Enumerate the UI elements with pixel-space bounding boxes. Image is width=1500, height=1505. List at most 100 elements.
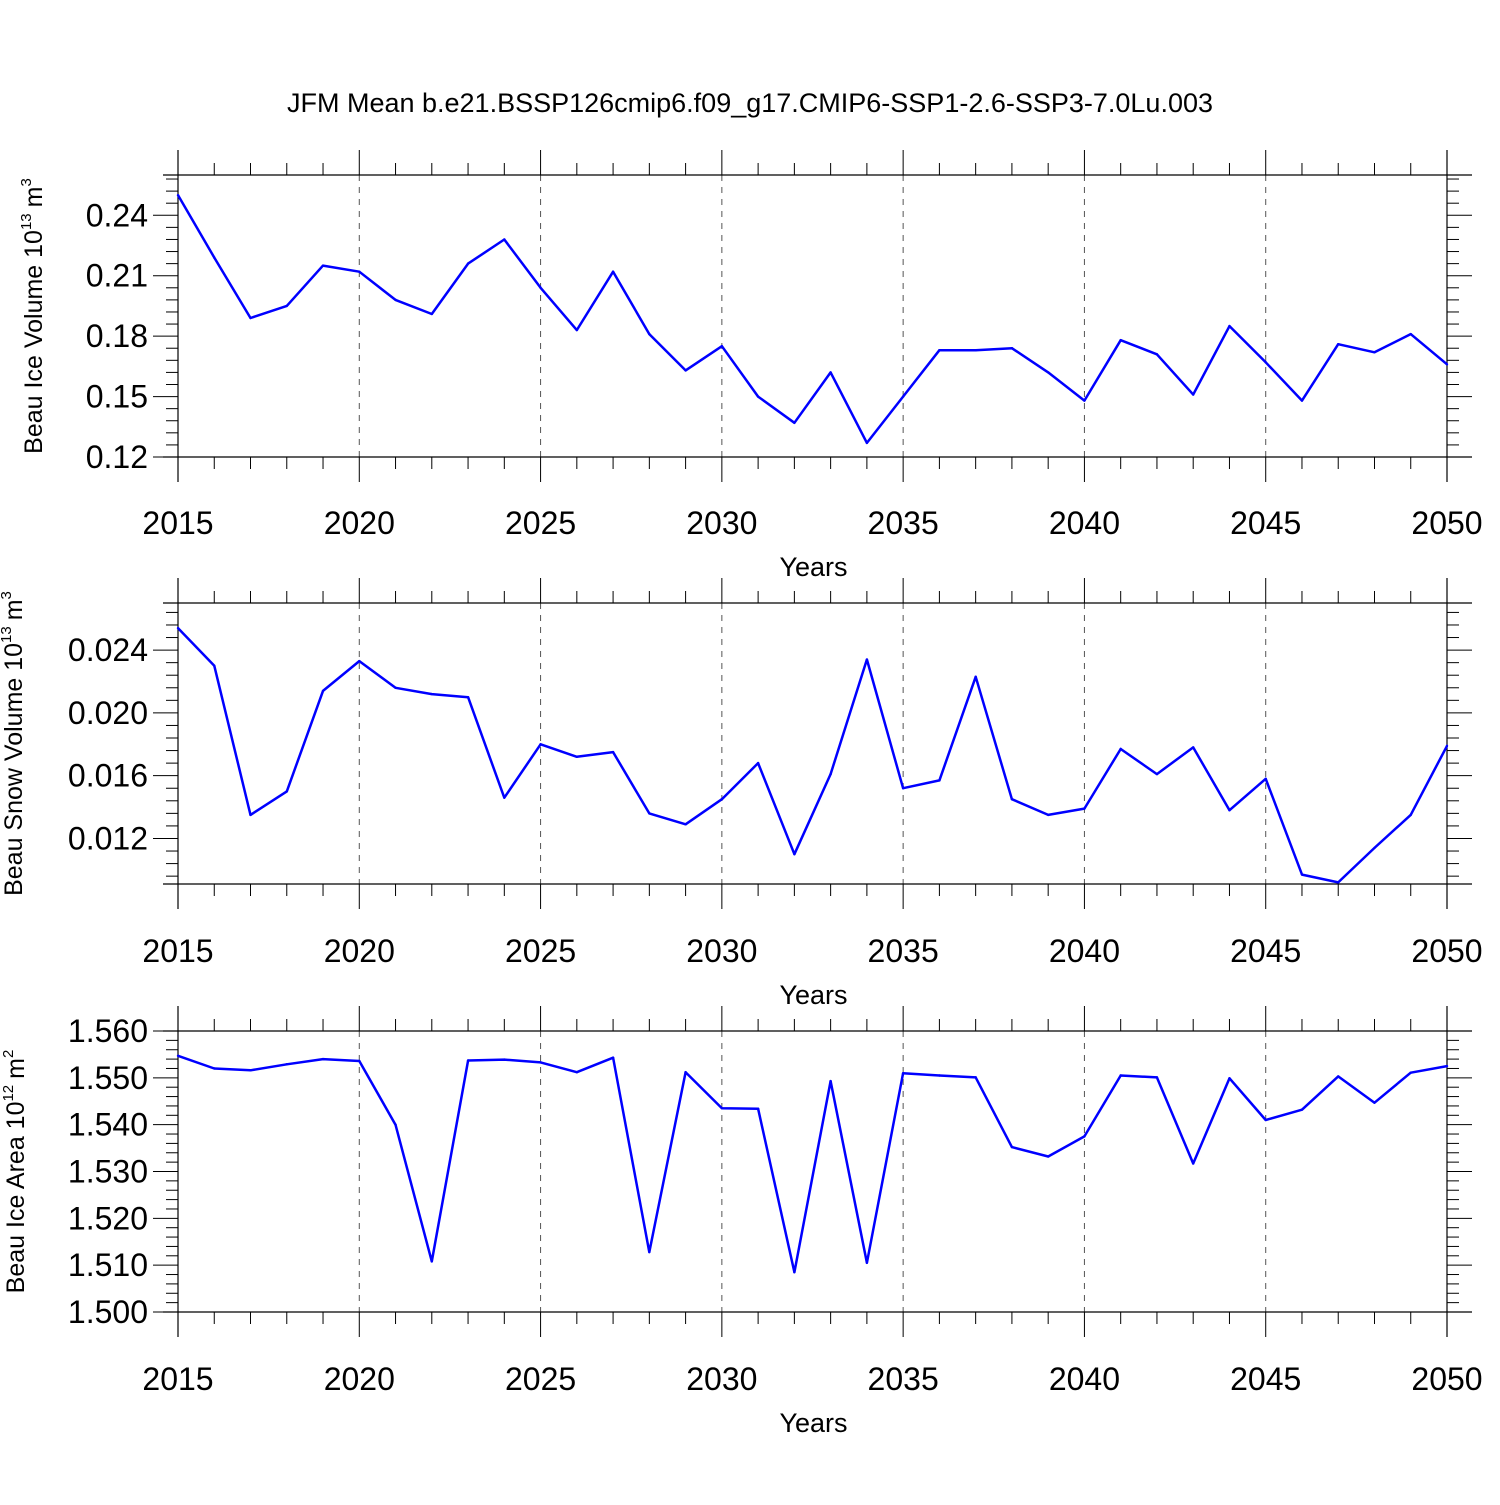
data-point	[1083, 1135, 1086, 1138]
data-point	[1409, 332, 1412, 336]
data-point	[684, 369, 687, 372]
y-axis-label-unit-exponent: 2	[0, 1050, 17, 1058]
y-axis-label-exponent: 13	[18, 213, 35, 230]
data-point	[1337, 881, 1340, 884]
data-point	[1337, 1075, 1340, 1078]
data-point	[1046, 1155, 1050, 1158]
data-point	[321, 264, 325, 267]
data-point	[394, 1123, 397, 1126]
data-point	[829, 1079, 832, 1083]
data-point	[1046, 813, 1050, 817]
data-point	[1010, 1145, 1014, 1149]
panel-3: 2015 2020 2025 2030 2035 2040 2045 2050 1.500 1.5…	[0, 1006, 1483, 1438]
data-point	[829, 772, 832, 776]
y-axis-label-exponent: 12	[0, 1085, 17, 1102]
panel-2: 2015 2020 2025 2030 2035 2040 2045 2050 0.012 0.0…	[0, 578, 1483, 1010]
data-point	[1228, 1077, 1231, 1080]
data-point	[974, 349, 977, 352]
data-point	[1192, 746, 1195, 749]
data-point	[466, 1059, 470, 1062]
x-tick-label: 2015	[142, 505, 213, 541]
data-point	[176, 193, 180, 197]
data-point	[756, 395, 760, 398]
data-point	[611, 1056, 615, 1059]
data-point	[865, 1261, 869, 1265]
data-point	[575, 755, 579, 759]
y-axis-label-unit: m	[20, 187, 48, 208]
y-tick-label: 1.510	[68, 1247, 148, 1283]
y-tick-label: 1.530	[68, 1154, 148, 1190]
data-point	[611, 750, 615, 754]
data-point	[829, 371, 832, 374]
data-point	[1192, 393, 1195, 396]
data-point	[1264, 361, 1267, 364]
series-line	[176, 194, 1448, 445]
data-point	[938, 349, 941, 352]
data-point	[1119, 1074, 1122, 1077]
y-tick-label: 0.18	[86, 318, 148, 354]
data-point	[1409, 1071, 1412, 1074]
data-point	[575, 328, 579, 332]
data-point	[430, 1260, 433, 1263]
x-tick-label: 2030	[686, 933, 757, 969]
y-tick-label: 1.500	[68, 1294, 148, 1330]
data-point	[1373, 1101, 1376, 1104]
y-tick-label: 1.560	[68, 1013, 148, 1049]
data-point	[648, 812, 651, 815]
x-tick-label: 2050	[1411, 505, 1482, 541]
y-tick-label: 0.024	[68, 632, 148, 668]
data-point	[539, 1061, 542, 1064]
y-axis-label-unit: m	[0, 599, 28, 620]
data-point	[974, 1076, 977, 1079]
x-axis-label: Years	[779, 552, 847, 582]
data-point	[213, 1067, 216, 1070]
x-tick-label: 2025	[505, 1361, 576, 1397]
data-point	[430, 312, 433, 316]
y-axis-label-main: Beau Ice Volume 10	[20, 230, 48, 454]
data-point	[1046, 371, 1050, 374]
x-axis-label: Years	[779, 1408, 847, 1438]
y-axis-label-unit: m	[2, 1058, 30, 1079]
x-tick-label: 2030	[686, 1361, 757, 1397]
x-axis-label: Years	[779, 980, 847, 1010]
data-point	[285, 304, 288, 308]
data-point	[176, 626, 180, 630]
x-tick-label: 2035	[868, 1361, 939, 1397]
y-tick-label: 0.21	[86, 258, 148, 294]
data-point	[1300, 1108, 1304, 1111]
data-point	[1337, 343, 1340, 346]
data-point	[1192, 1162, 1195, 1165]
data-point	[793, 421, 796, 424]
data-point	[213, 664, 216, 667]
data-point	[1409, 813, 1412, 817]
data-point	[1228, 324, 1231, 328]
x-tick-label: 2035	[868, 505, 939, 541]
x-tick-label: 2025	[505, 933, 576, 969]
y-axis-label-unit-exponent: 3	[0, 591, 15, 599]
data-point	[358, 270, 361, 273]
data-point	[1083, 399, 1086, 402]
y-tick-label: 0.24	[86, 197, 148, 233]
data-point	[1119, 747, 1122, 751]
data-point	[1264, 777, 1267, 781]
x-tick-label: 2020	[324, 505, 395, 541]
data-point	[1445, 744, 1449, 748]
data-point	[1373, 351, 1376, 354]
data-point	[466, 695, 470, 699]
x-tick-label: 2030	[686, 505, 757, 541]
y-axis-label-main: Beau Snow Volume 10	[0, 643, 28, 896]
data-point	[720, 345, 724, 348]
data-point	[865, 441, 869, 445]
data-point	[466, 262, 470, 265]
data-point	[358, 1059, 361, 1063]
data-point	[1445, 1064, 1449, 1068]
data-point	[1010, 798, 1014, 801]
data-point	[793, 852, 796, 856]
data-point	[1155, 1076, 1159, 1079]
x-tick-label: 2040	[1049, 505, 1120, 541]
chart-title: JFM Mean b.e21.BSSP126cmip6.f09_g17.CMIP…	[287, 88, 1213, 118]
x-tick-label: 2040	[1049, 933, 1120, 969]
series-line	[177, 1054, 1448, 1274]
x-tick-label: 2045	[1230, 505, 1301, 541]
